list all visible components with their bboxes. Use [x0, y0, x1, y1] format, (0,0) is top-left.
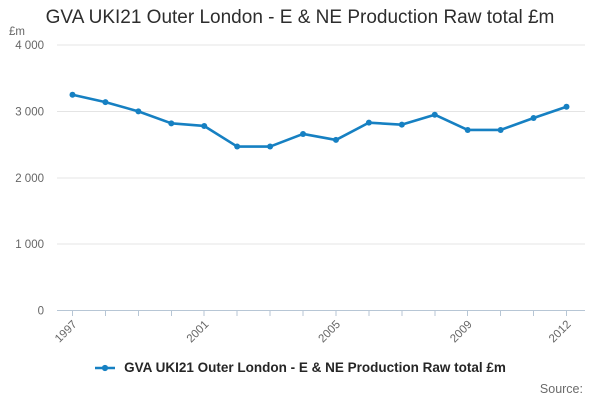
data-point[interactable]: [530, 115, 537, 122]
legend-line-marker-icon: [95, 364, 116, 371]
legend-item[interactable]: GVA UKI21 Outer London - E & NE Producti…: [94, 360, 506, 375]
y-axis-unit-label: £m: [9, 26, 25, 38]
legend: GVA UKI21 Outer London - E & NE Producti…: [0, 360, 600, 375]
y-tick-label: 0: [38, 306, 44, 318]
x-tick-label: 2005: [317, 319, 344, 346]
y-tick-label: 3 000: [15, 106, 44, 118]
source-note: Source:: [539, 382, 583, 396]
x-tick-label: 2012: [547, 319, 574, 346]
data-point[interactable]: [464, 126, 471, 133]
data-point[interactable]: [431, 111, 438, 118]
legend-label: GVA UKI21 Outer London - E & NE Producti…: [124, 360, 506, 375]
x-tick-label: 2001: [185, 319, 212, 346]
data-point[interactable]: [300, 130, 307, 137]
data-point[interactable]: [135, 108, 142, 115]
y-tick-label: 2 000: [15, 173, 44, 185]
data-point[interactable]: [168, 120, 175, 127]
series-line: [71, 93, 568, 148]
data-point[interactable]: [201, 122, 208, 129]
x-tick-label: 1997: [53, 319, 80, 346]
y-tick-label: 4 000: [15, 40, 44, 52]
data-point[interactable]: [102, 99, 109, 106]
chart-canvas[interactable]: 0 1 000 2 000 3 000 4 000 £m 1997 2001 2005 2009 2…: [0, 0, 600, 356]
data-point[interactable]: [398, 121, 405, 128]
data-point[interactable]: [267, 143, 274, 150]
data-point[interactable]: [365, 119, 372, 126]
y-tick-label: 1 000: [15, 239, 44, 251]
data-point[interactable]: [234, 143, 241, 150]
data-point[interactable]: [497, 126, 504, 133]
x-tick-label: 2009: [448, 319, 475, 346]
data-point[interactable]: [69, 91, 76, 98]
chart-title: GVA UKI21 Outer London - E & NE Producti…: [45, 7, 555, 28]
data-point[interactable]: [563, 103, 570, 110]
data-point[interactable]: [332, 136, 339, 143]
